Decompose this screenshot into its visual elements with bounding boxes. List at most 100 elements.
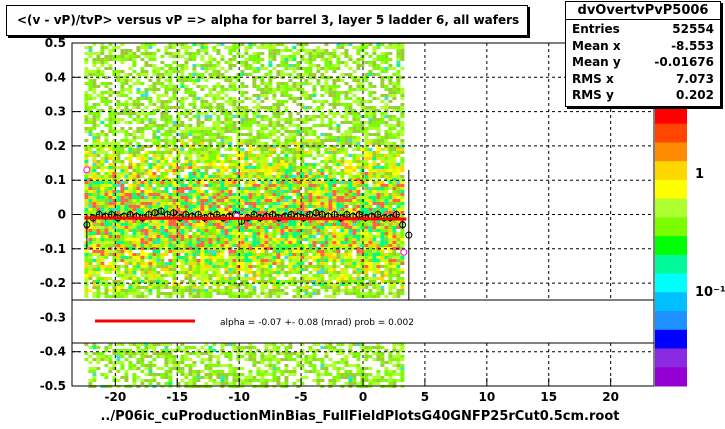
heatmap-cell — [104, 157, 109, 160]
heatmap-cell — [328, 268, 333, 271]
heatmap-cell — [104, 244, 109, 247]
heatmap-cell — [128, 196, 133, 199]
heatmap-cell — [124, 73, 129, 76]
heatmap-cell — [140, 265, 145, 268]
heatmap-cell — [316, 184, 321, 187]
heatmap-cell — [296, 262, 301, 265]
heatmap-cell — [160, 232, 165, 235]
heatmap-cell — [216, 382, 221, 385]
heatmap-cell — [328, 241, 333, 244]
heatmap-cell — [248, 235, 253, 238]
heatmap-cell — [160, 280, 165, 283]
heatmap-cell — [244, 196, 249, 199]
heatmap-cell — [276, 205, 281, 208]
heatmap-cell — [224, 229, 229, 232]
heatmap-cell — [136, 199, 141, 202]
heatmap-cell — [288, 49, 293, 52]
heatmap-cell — [264, 262, 269, 265]
heatmap-cell — [320, 184, 325, 187]
heatmap-cell — [336, 343, 341, 346]
heatmap-cell — [240, 55, 245, 58]
heatmap-cell — [108, 124, 113, 127]
heatmap-cell — [140, 118, 145, 121]
heatmap-cell — [192, 271, 197, 274]
heatmap-cell — [284, 244, 289, 247]
heatmap-cell — [256, 163, 261, 166]
heatmap-cell — [216, 82, 221, 85]
heatmap-cell — [168, 70, 173, 73]
heatmap-cell — [240, 172, 245, 175]
heatmap-cell — [164, 250, 169, 253]
heatmap-cell — [248, 208, 253, 211]
heatmap-cell — [236, 268, 241, 271]
heatmap-cell — [212, 121, 217, 124]
heatmap-cell — [276, 172, 281, 175]
heatmap-cell — [116, 235, 121, 238]
heatmap-cell — [148, 151, 153, 154]
heatmap-cell — [276, 169, 281, 172]
heatmap-cell — [344, 355, 349, 358]
heatmap-cell — [144, 271, 149, 274]
heatmap-cell — [324, 61, 329, 64]
heatmap-cell — [124, 262, 129, 265]
heatmap-cell — [120, 166, 125, 169]
heatmap-cell — [116, 172, 121, 175]
heatmap-cell — [272, 187, 277, 190]
heatmap-cell — [180, 349, 185, 352]
heatmap-cell — [172, 358, 177, 361]
heatmap-cell — [308, 280, 313, 283]
heatmap-cell — [204, 193, 209, 196]
heatmap-cell — [216, 124, 221, 127]
heatmap-cell — [116, 76, 121, 79]
heatmap-cell — [304, 184, 309, 187]
heatmap-cell — [124, 208, 129, 211]
heatmap-cell — [100, 262, 105, 265]
heatmap-cell — [88, 172, 93, 175]
heatmap-cell — [104, 142, 109, 145]
heatmap-cell — [192, 100, 197, 103]
heatmap-cell — [248, 172, 253, 175]
heatmap-cell — [128, 67, 133, 70]
heatmap-cell — [92, 166, 97, 169]
heatmap-cell — [304, 109, 309, 112]
heatmap-cell — [320, 118, 325, 121]
heatmap-cell — [260, 376, 265, 379]
heatmap-cell — [232, 196, 237, 199]
heatmap-cell — [292, 373, 297, 376]
heatmap-cell — [244, 271, 249, 274]
heatmap-cell — [244, 133, 249, 136]
heatmap-cell — [104, 46, 109, 49]
heatmap-cell — [272, 271, 277, 274]
heatmap-cell — [232, 43, 237, 46]
heatmap-cell — [244, 142, 249, 145]
heatmap-cell — [88, 130, 93, 133]
heatmap-cell — [328, 358, 333, 361]
heatmap-cell — [168, 226, 173, 229]
heatmap-cell — [184, 97, 189, 100]
heatmap-cell — [180, 196, 185, 199]
heatmap-cell — [132, 58, 137, 61]
heatmap-cell — [248, 43, 253, 46]
heatmap-cell — [304, 139, 309, 142]
heatmap-cell — [100, 292, 105, 295]
heatmap-cell — [192, 238, 197, 241]
heatmap-cell — [216, 157, 221, 160]
heatmap-cell — [248, 181, 253, 184]
heatmap-cell — [100, 178, 105, 181]
heatmap-cell — [276, 85, 281, 88]
heatmap-cell — [192, 64, 197, 67]
heatmap-cell — [116, 268, 121, 271]
heatmap-cell — [324, 190, 329, 193]
heatmap-cell — [272, 379, 277, 382]
heatmap-cell — [272, 343, 277, 346]
heatmap-cell — [92, 358, 97, 361]
heatmap-cell — [284, 226, 289, 229]
heatmap-cell — [128, 58, 133, 61]
heatmap-cell — [208, 181, 213, 184]
heatmap-cell — [264, 154, 269, 157]
heatmap-cell — [240, 241, 245, 244]
heatmap-cell — [264, 259, 269, 262]
heatmap-cell — [280, 358, 285, 361]
heatmap-cell — [256, 187, 261, 190]
heatmap-cell — [92, 253, 97, 256]
